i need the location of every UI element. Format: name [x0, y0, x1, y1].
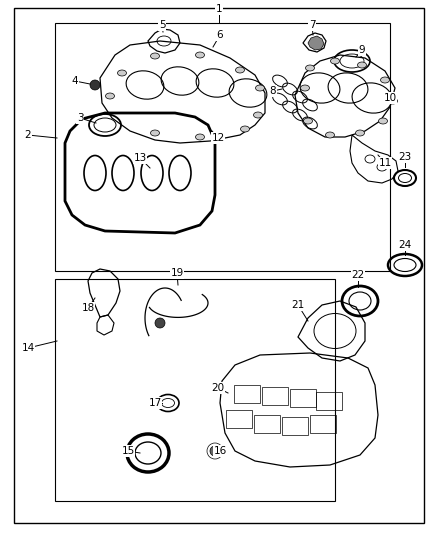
Bar	[254, 415, 280, 433]
Text: 14: 14	[21, 343, 35, 353]
Circle shape	[90, 80, 100, 90]
Text: 22: 22	[351, 270, 364, 280]
Text: 20: 20	[212, 383, 225, 393]
Circle shape	[210, 446, 220, 456]
Text: 8: 8	[270, 86, 276, 96]
Ellipse shape	[254, 112, 262, 118]
Ellipse shape	[357, 62, 367, 68]
Ellipse shape	[255, 85, 265, 91]
Circle shape	[155, 318, 165, 328]
Ellipse shape	[300, 85, 310, 91]
Bar	[55, 23, 390, 271]
Bar	[234, 385, 260, 403]
Text: 23: 23	[399, 152, 412, 162]
Text: 19: 19	[170, 268, 184, 278]
Ellipse shape	[195, 52, 205, 58]
Text: 1: 1	[215, 4, 223, 14]
Bar	[316, 392, 342, 410]
Polygon shape	[308, 36, 324, 50]
Text: 17: 17	[148, 398, 162, 408]
Ellipse shape	[389, 98, 398, 104]
Ellipse shape	[240, 126, 250, 132]
Ellipse shape	[236, 67, 244, 73]
Ellipse shape	[305, 65, 314, 71]
Text: 11: 11	[378, 158, 392, 168]
Bar	[55, 279, 335, 501]
Text: 7: 7	[309, 20, 315, 30]
Ellipse shape	[117, 70, 127, 76]
Text: 15: 15	[121, 446, 134, 456]
Text: 1: 1	[215, 4, 223, 14]
Ellipse shape	[331, 58, 339, 64]
Text: 2: 2	[25, 130, 31, 140]
Text: 18: 18	[81, 303, 95, 313]
Bar	[310, 415, 336, 433]
Text: 9: 9	[359, 45, 365, 55]
Text: 4: 4	[72, 76, 78, 86]
Text: 21: 21	[291, 300, 304, 310]
Text: 5: 5	[159, 20, 165, 30]
Text: 13: 13	[134, 153, 147, 163]
Ellipse shape	[151, 130, 159, 136]
Bar	[290, 389, 316, 407]
Ellipse shape	[325, 132, 335, 138]
Ellipse shape	[378, 118, 388, 124]
Ellipse shape	[151, 53, 159, 59]
Ellipse shape	[195, 134, 205, 140]
Text: 24: 24	[399, 240, 412, 250]
Ellipse shape	[304, 118, 312, 124]
Text: 3: 3	[77, 113, 83, 123]
Bar	[282, 417, 308, 435]
Ellipse shape	[381, 77, 389, 83]
Text: 12: 12	[212, 133, 225, 143]
Bar	[262, 387, 288, 405]
Text: 10: 10	[383, 93, 396, 103]
Ellipse shape	[106, 93, 114, 99]
Bar	[226, 410, 252, 428]
Text: 16: 16	[213, 446, 226, 456]
Text: 6: 6	[217, 30, 223, 40]
Ellipse shape	[356, 130, 364, 136]
